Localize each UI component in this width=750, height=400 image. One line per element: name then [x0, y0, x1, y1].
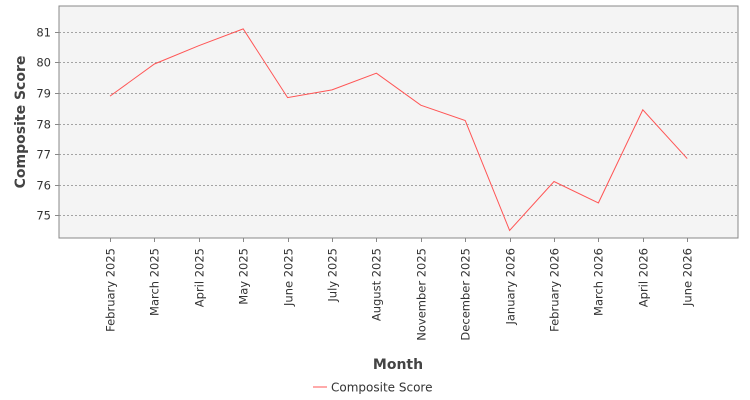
legend-label: Composite Score — [331, 381, 432, 395]
x-tick-label: December 2025 — [459, 248, 473, 341]
y-tick-label: 75 — [36, 209, 51, 223]
data-point — [464, 119, 467, 122]
data-point — [553, 180, 556, 183]
data-point — [375, 72, 378, 75]
x-tick-label: February 2026 — [548, 248, 562, 332]
x-tick-label: May 2025 — [237, 248, 251, 305]
x-tick-label: June 2025 — [282, 248, 296, 307]
y-tick-label: 80 — [36, 56, 51, 70]
x-tick-label: August 2025 — [370, 248, 384, 321]
x-tick-label: March 2026 — [592, 248, 606, 316]
x-tick-label: November 2025 — [415, 248, 429, 341]
data-point — [153, 63, 156, 66]
data-point — [331, 88, 334, 91]
x-tick-label: April 2025 — [193, 248, 207, 307]
data-point — [508, 229, 511, 232]
y-tick-label: 78 — [36, 118, 51, 132]
x-tick-label: February 2025 — [104, 248, 118, 332]
y-axis-title: Composite Score — [13, 56, 29, 189]
data-point — [419, 104, 422, 107]
data-point — [597, 201, 600, 204]
legend: Composite Score — [313, 381, 432, 395]
x-tick-label: July 2025 — [326, 248, 340, 303]
data-point — [286, 96, 289, 99]
x-tick-label: March 2025 — [148, 248, 162, 316]
data-point — [641, 108, 644, 111]
data-point — [109, 95, 112, 98]
x-tick-label: June 2026 — [681, 248, 695, 307]
y-tick-label: 81 — [36, 26, 51, 40]
x-tick-label: April 2026 — [637, 248, 651, 307]
y-tick-label: 77 — [36, 148, 51, 162]
y-tick-label: 79 — [36, 87, 51, 101]
data-point — [686, 157, 689, 160]
x-tick-label: January 2026 — [504, 248, 518, 326]
data-point — [242, 27, 245, 30]
y-tick-label: 76 — [36, 179, 51, 193]
data-point — [197, 44, 200, 47]
x-axis-title: Month — [373, 357, 423, 373]
plot-area — [58, 5, 739, 239]
series-line — [109, 28, 688, 232]
